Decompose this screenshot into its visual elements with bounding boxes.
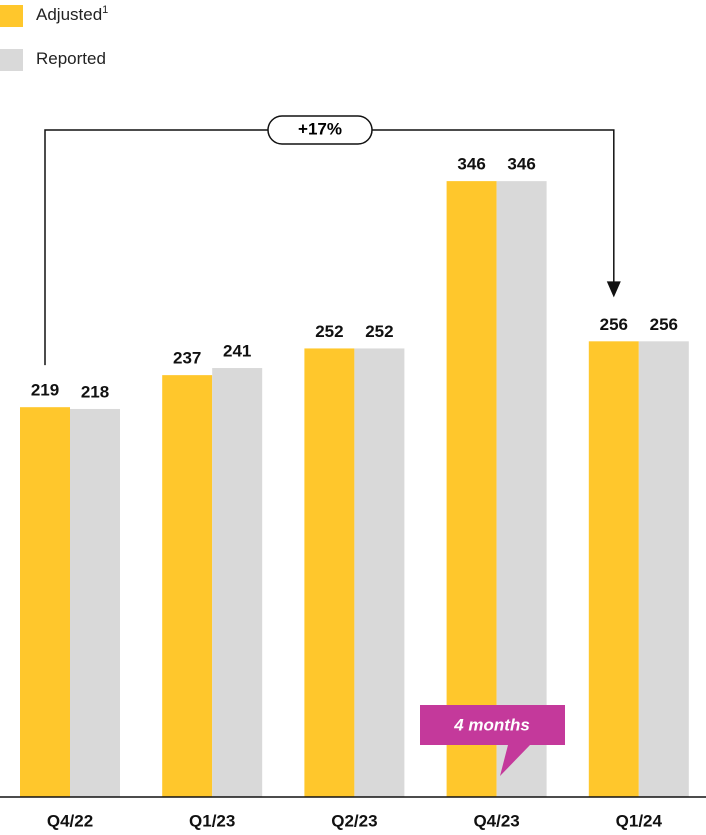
value-label: 256	[650, 315, 678, 334]
x-tick-label: Q4/22	[47, 811, 93, 830]
x-tick-label: Q2/23	[331, 811, 377, 830]
bar	[638, 341, 689, 797]
x-tick-label: Q4/23	[473, 811, 519, 830]
growth-pill	[267, 115, 373, 145]
value-label: 218	[81, 382, 109, 401]
growth-arrowhead	[606, 281, 621, 298]
x-tick-label: Q1/24	[616, 811, 663, 830]
value-label: 256	[600, 315, 628, 334]
x-tick-label: Q1/23	[189, 811, 235, 830]
legend-label: Reported	[36, 49, 106, 68]
callout-label: 4 months	[453, 715, 530, 734]
bar	[354, 348, 405, 797]
value-label: 252	[315, 322, 343, 341]
legend-label: Adjusted1	[36, 4, 108, 25]
bar	[588, 341, 639, 797]
legend-footnote: 1	[102, 4, 108, 16]
legend-name: Adjusted	[36, 5, 102, 24]
value-label: 219	[31, 381, 59, 400]
callout-box	[420, 705, 565, 776]
value-label: 346	[457, 155, 485, 174]
bar	[162, 375, 213, 797]
bar	[496, 181, 547, 797]
legend-swatch	[0, 49, 23, 71]
legend-name: Reported	[36, 49, 106, 68]
bar	[20, 407, 70, 797]
bar	[304, 348, 355, 797]
bar	[446, 181, 497, 797]
value-label: 346	[507, 155, 535, 174]
bar	[212, 368, 263, 797]
value-label: 237	[173, 349, 201, 368]
value-label: 252	[365, 322, 393, 341]
bar	[70, 408, 120, 797]
value-label: 241	[223, 342, 251, 361]
legend-swatch	[0, 5, 23, 27]
growth-label: +17%	[298, 119, 342, 138]
